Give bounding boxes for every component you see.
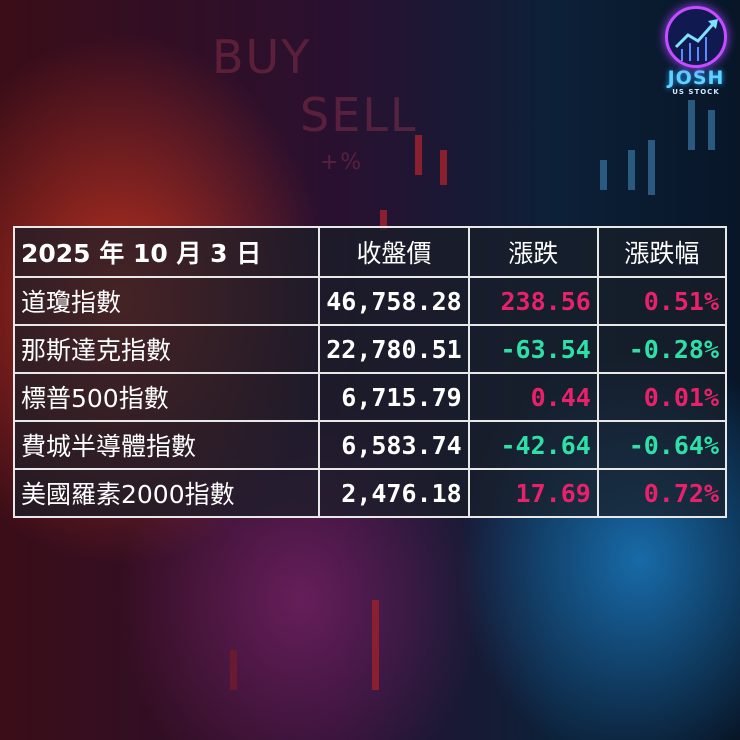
close-price: 2,476.18 — [318, 468, 470, 518]
logo-name: JOSH — [667, 67, 725, 89]
change-value: 17.69 — [467, 468, 599, 518]
table-row: 費城半導體指數 6,583.74 -42.64 -0.64% — [12, 420, 728, 470]
index-name: 費城半導體指數 — [12, 420, 321, 470]
index-name: 道瓊指數 — [12, 276, 321, 326]
pct-header: 漲跌幅 — [596, 226, 728, 278]
change-percent: -0.28% — [596, 324, 728, 374]
sell-background-text: SELL — [300, 88, 418, 142]
change-value: 238.56 — [467, 276, 599, 326]
index-name: 標普500指數 — [12, 372, 321, 422]
index-name: 那斯達克指數 — [12, 324, 321, 374]
pct-background-text: +% — [320, 150, 364, 175]
close-header: 收盤價 — [318, 226, 470, 278]
table-row: 美國羅素2000指數 2,476.18 17.69 0.72% — [12, 468, 728, 518]
table-row: 標普500指數 6,715.79 0.44 0.01% — [12, 372, 728, 422]
change-percent: 0.51% — [596, 276, 728, 326]
change-value: 0.44 — [467, 372, 599, 422]
chart-arrow-icon — [665, 6, 727, 68]
close-price: 6,583.74 — [318, 420, 470, 470]
change-percent: -0.64% — [596, 420, 728, 470]
change-value: -63.54 — [467, 324, 599, 374]
change-percent: 0.01% — [596, 372, 728, 422]
close-price: 46,758.28 — [318, 276, 470, 326]
josh-us-stock-logo: JOSH US STOCK — [656, 6, 736, 106]
close-price: 6,715.79 — [318, 372, 470, 422]
index-table: 2025 年 10 月 3 日 收盤價 漲跌 漲跌幅 道瓊指數 46,758.28… — [12, 226, 728, 518]
change-header: 漲跌 — [467, 226, 599, 278]
change-value: -42.64 — [467, 420, 599, 470]
table-row: 那斯達克指數 22,780.51 -63.54 -0.28% — [12, 324, 728, 374]
buy-background-text: BUY — [212, 30, 312, 84]
table-row: 道瓊指數 46,758.28 238.56 0.51% — [12, 276, 728, 326]
index-name: 美國羅素2000指數 — [12, 468, 321, 518]
logo-subtitle: US STOCK — [672, 88, 720, 96]
date-header: 2025 年 10 月 3 日 — [12, 226, 321, 278]
table-header-row: 2025 年 10 月 3 日 收盤價 漲跌 漲跌幅 — [12, 226, 728, 278]
close-price: 22,780.51 — [318, 324, 470, 374]
change-percent: 0.72% — [596, 468, 728, 518]
